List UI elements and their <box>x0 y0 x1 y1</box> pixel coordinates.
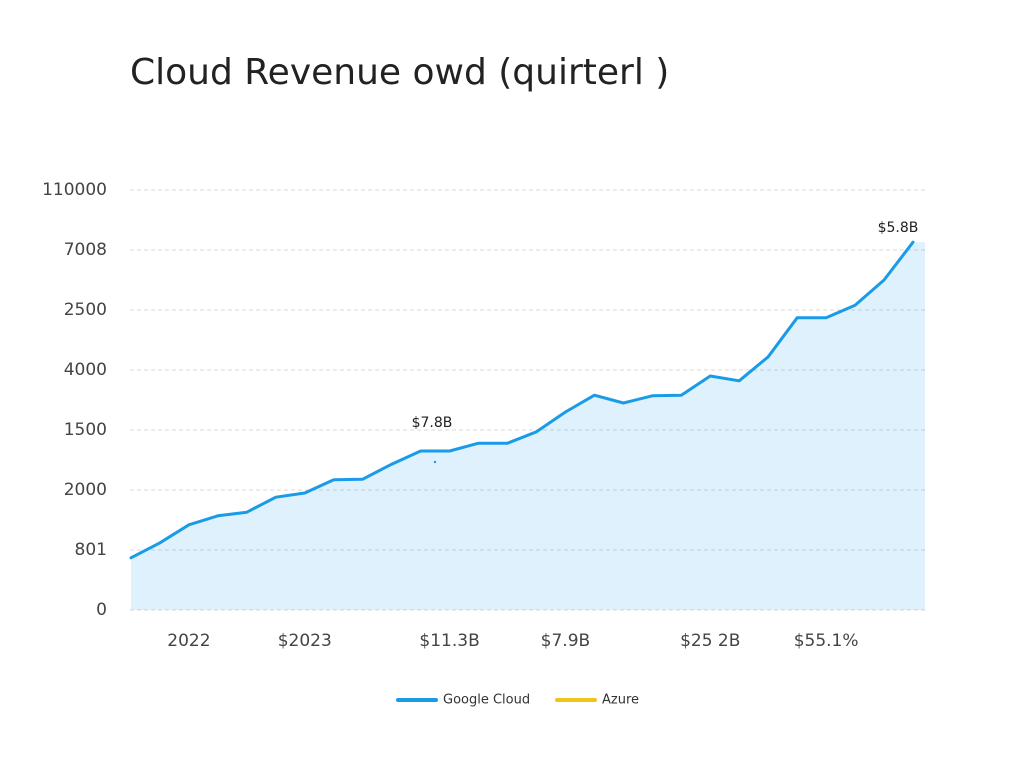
x-tick-label: $2023 <box>278 631 332 651</box>
y-tick-label: 7008 <box>64 240 107 260</box>
y-tick-label: 4000 <box>64 360 107 380</box>
y-tick-label: 1500 <box>64 420 107 440</box>
y-tick-label: 2500 <box>64 300 107 320</box>
x-tick-label: $55.1% <box>794 631 859 651</box>
annotation: $7.8B <box>412 415 453 431</box>
area <box>131 242 925 610</box>
x-tick-label: $25 2B <box>680 631 740 651</box>
legend-label: Azure <box>602 693 639 708</box>
y-tick-label: 2000 <box>64 480 107 500</box>
annotation: $5.8B <box>878 220 919 236</box>
y-tick-label: 801 <box>75 540 107 560</box>
x-tick-label: 2022 <box>167 631 210 651</box>
legend-label: Google Cloud <box>443 693 530 708</box>
x-tick-label: $7.9B <box>541 631 591 651</box>
x-tick-label: $11.3B <box>419 631 479 651</box>
y-tick-label: 110000 <box>42 180 107 200</box>
y-tick-label: 0 <box>96 600 107 620</box>
line <box>129 240 915 560</box>
chart-title: Cloud Revenue owd (quirterl ) <box>130 52 669 93</box>
annotation-dot <box>433 460 437 464</box>
